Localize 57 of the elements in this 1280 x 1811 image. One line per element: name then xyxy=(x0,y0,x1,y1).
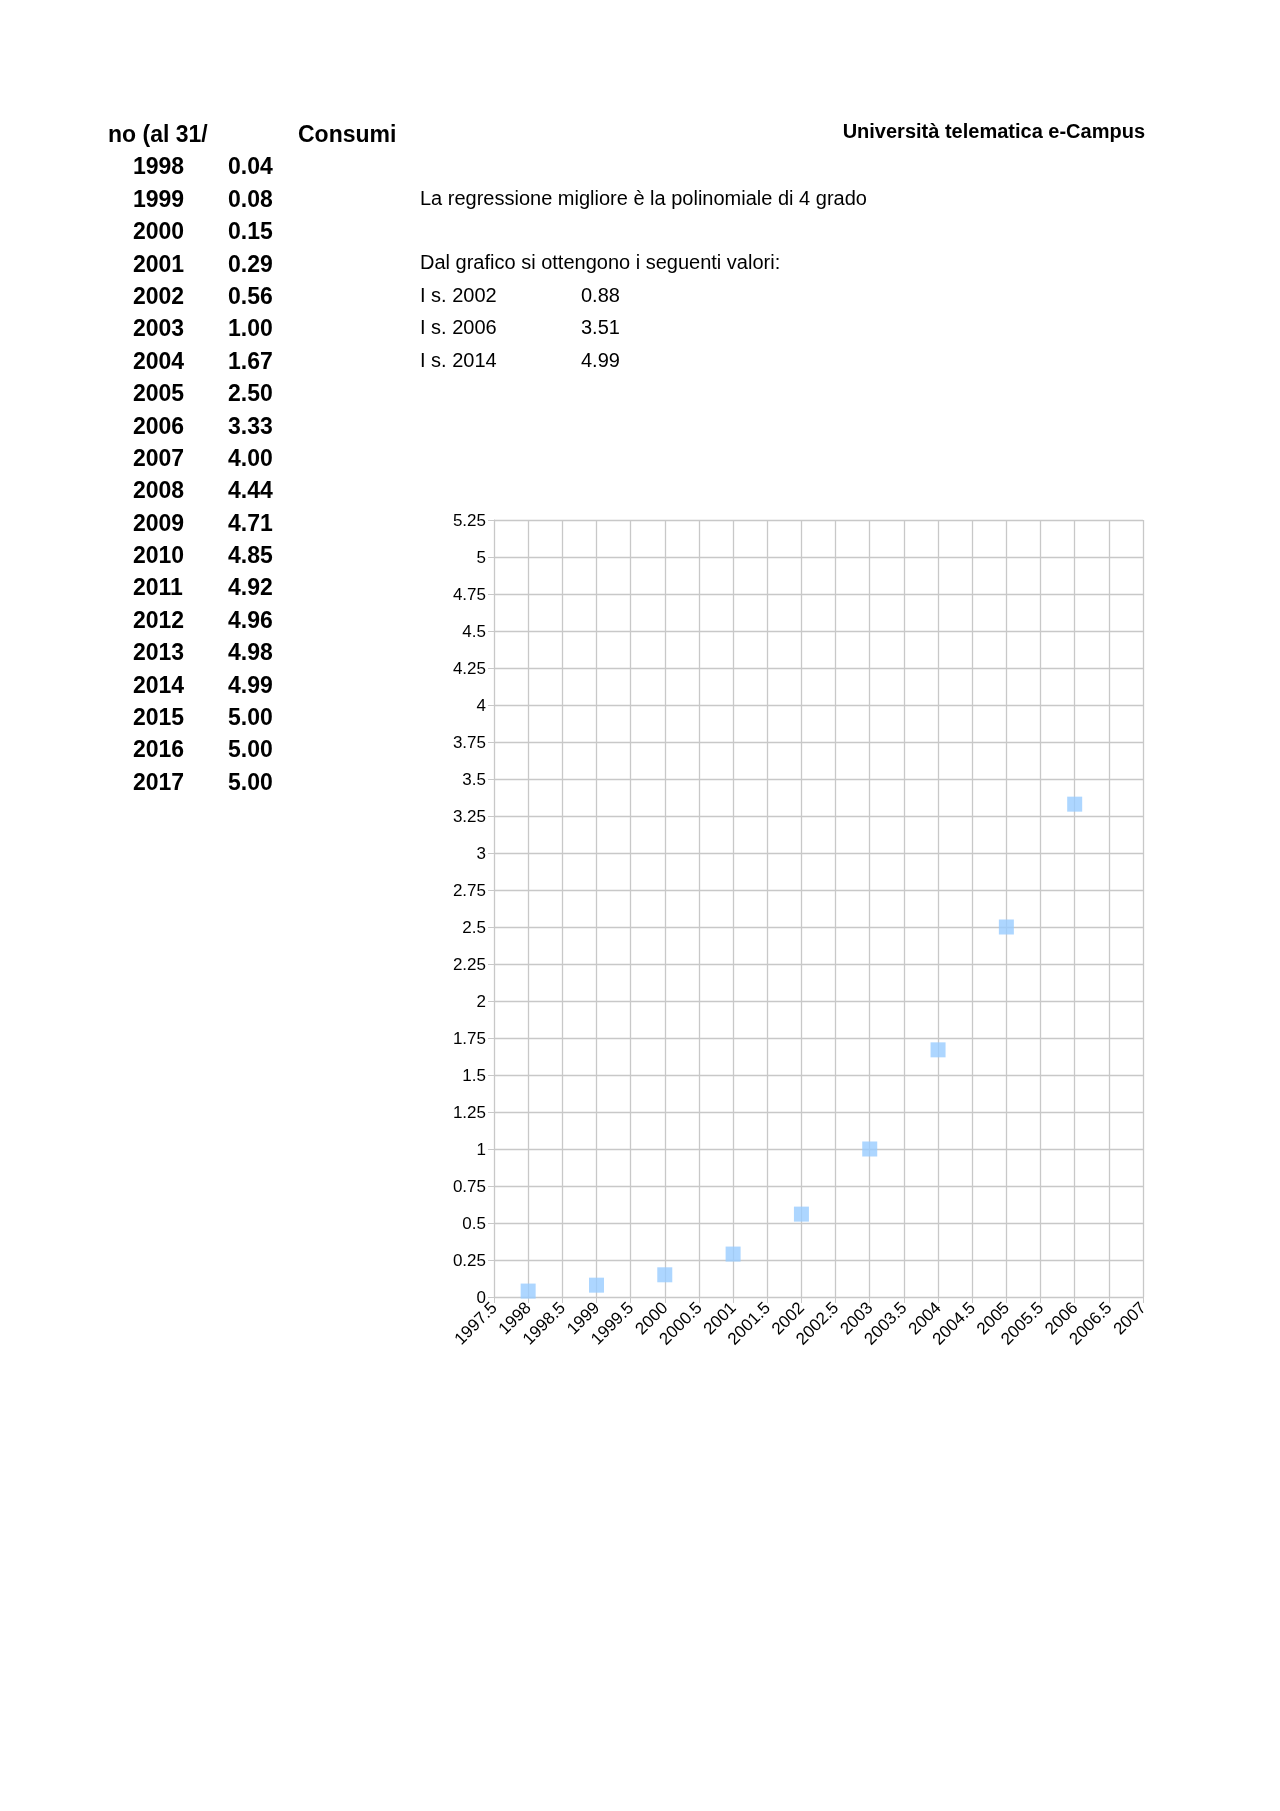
text: 2008 4.44 xyxy=(132,476,274,506)
point xyxy=(862,1141,878,1157)
point xyxy=(657,1267,673,1283)
y-tick-label: 1 xyxy=(476,1139,486,1159)
point xyxy=(520,1283,536,1299)
text: Dal grafico si ottengono i seguenti valori: xyxy=(420,251,781,275)
y-tick-label: 5 xyxy=(476,547,486,567)
y-tick-label: 4.5 xyxy=(462,621,486,641)
text: 2000 0.15 xyxy=(132,217,274,247)
text: 2015 5.00 xyxy=(132,703,274,733)
y-tick-label: 2.5 xyxy=(462,917,486,937)
text: I s. 2014 4.99 xyxy=(420,348,620,371)
point xyxy=(588,1277,604,1293)
y-tick-label: 3.25 xyxy=(452,806,486,826)
text: 2016 5.00 xyxy=(132,735,274,765)
y-tick-label: 5.25 xyxy=(452,510,486,530)
y-tick-label: 1.75 xyxy=(452,1028,486,1048)
y-tick-label: 1.25 xyxy=(452,1102,486,1122)
y-tick-label: 2.25 xyxy=(452,954,486,974)
point xyxy=(998,919,1014,935)
text: 2010 4.85 xyxy=(132,541,274,571)
text: 2001 0.29 xyxy=(132,249,274,279)
y-tick-label: 4 xyxy=(476,695,486,715)
text: 2005 2.50 xyxy=(132,379,274,409)
text: 2014 4.99 xyxy=(132,670,274,700)
y-tick-label: 2 xyxy=(476,991,486,1011)
text: no (al 31/ Consumi xyxy=(107,120,397,149)
text: 2006 3.33 xyxy=(132,411,274,441)
text: 1999 0.08 xyxy=(132,184,274,214)
y-tick-label: 3.5 xyxy=(462,769,486,789)
point xyxy=(725,1246,741,1262)
text: I s. 2002 0.88 xyxy=(420,283,620,306)
text: 2004 1.67 xyxy=(132,346,274,376)
y-tick-label: 0.25 xyxy=(452,1250,486,1270)
text: 2017 5.00 xyxy=(132,767,274,797)
text: 1998 0.04 xyxy=(132,152,274,182)
y-tick-label: 2.75 xyxy=(452,880,486,900)
y-tick-label: 0.5 xyxy=(462,1213,486,1233)
text: 2009 4.71 xyxy=(132,508,274,538)
chart-title: Università telematica e-Campus xyxy=(842,120,1145,143)
text: La regressione migliore è la polinomiale di 4 grado xyxy=(420,186,867,210)
y-tick-label: 1.5 xyxy=(462,1065,486,1085)
text: 2012 4.96 xyxy=(132,605,274,635)
y-tick-label: 4.25 xyxy=(452,658,486,678)
point xyxy=(1067,796,1083,812)
text: 2013 4.98 xyxy=(132,638,274,668)
text: 2007 4.00 xyxy=(132,443,274,473)
y-tick-label: 3.75 xyxy=(452,732,486,752)
text: 2003 1.00 xyxy=(132,314,274,344)
text: I s. 2006 3.51 xyxy=(420,316,620,339)
text: 2002 0.56 xyxy=(132,281,274,311)
y-tick-label: 0.75 xyxy=(452,1176,486,1196)
y-tick-label: 4.75 xyxy=(452,584,486,604)
point xyxy=(930,1042,946,1058)
point xyxy=(793,1206,809,1222)
y-tick-label: 3 xyxy=(476,843,486,863)
text: 2011 4.92 xyxy=(132,573,274,603)
